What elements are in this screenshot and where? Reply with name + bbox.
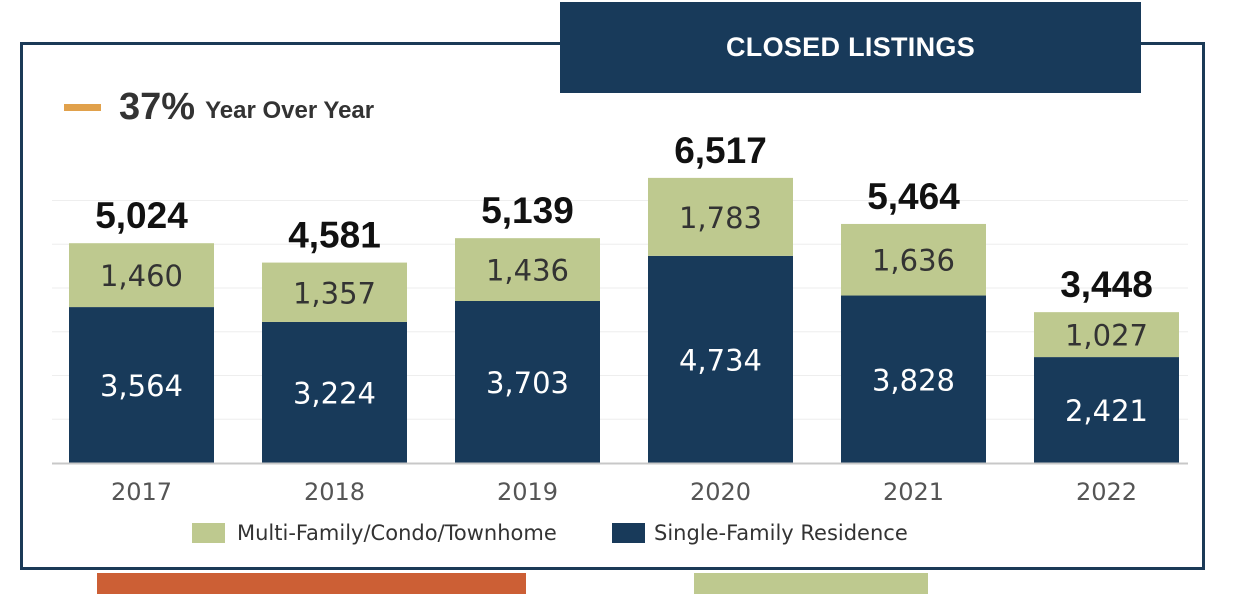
label-single-family-2022: 2,421 xyxy=(1065,394,1148,428)
bar-single-family-2021 xyxy=(841,295,986,463)
legend-swatch-single-family xyxy=(612,523,645,543)
yoy-indicator: 37% Year Over Year xyxy=(64,86,374,129)
bar-single-family-2018 xyxy=(262,321,407,463)
label-total-2020: 6,517 xyxy=(674,130,767,171)
bar-multi-family-2020 xyxy=(648,177,793,256)
bar-single-family-2022 xyxy=(1034,357,1179,463)
legend-label-single-family: Single-Family Residence xyxy=(654,521,908,545)
label-single-family-2020: 4,734 xyxy=(679,343,762,377)
label-multi-family-2017: 1,460 xyxy=(100,259,183,293)
bar-multi-family-2018 xyxy=(262,262,407,322)
label-total-2022: 3,448 xyxy=(1060,264,1153,305)
bar-multi-family-2021 xyxy=(841,223,986,296)
legend-label-multi-family: Multi-Family/Condo/Townhome xyxy=(237,521,557,545)
yoy-percent: 37% xyxy=(119,86,196,128)
label-single-family-2019: 3,703 xyxy=(486,366,569,400)
x-tick-label-2019: 2019 xyxy=(497,478,558,506)
bar-multi-family-2022 xyxy=(1034,312,1179,358)
title-banner: CLOSED LISTINGS xyxy=(560,2,1141,93)
label-multi-family-2022: 1,027 xyxy=(1065,319,1148,353)
bar-single-family-2017 xyxy=(69,307,214,463)
bottom-accent-strip-green xyxy=(694,573,928,594)
x-tick-label-2020: 2020 xyxy=(690,478,751,506)
yoy-label: Year Over Year xyxy=(205,96,375,124)
bar-multi-family-2019 xyxy=(455,238,600,301)
yoy-swatch xyxy=(64,104,101,111)
x-tick-label-2021: 2021 xyxy=(883,478,944,506)
label-multi-family-2018: 1,357 xyxy=(293,276,376,310)
chart-frame xyxy=(20,42,1205,570)
label-total-2017: 5,024 xyxy=(95,195,188,236)
label-total-2021: 5,464 xyxy=(867,176,960,217)
label-single-family-2017: 3,564 xyxy=(100,369,183,403)
label-total-2019: 5,139 xyxy=(481,190,574,231)
x-tick-label-2017: 2017 xyxy=(111,478,172,506)
label-total-2018: 4,581 xyxy=(288,215,381,256)
legend-swatch-multi-family xyxy=(192,523,225,543)
bottom-accent-strip-orange xyxy=(97,573,526,594)
chart-title: CLOSED LISTINGS xyxy=(725,32,976,62)
x-tick-label-2022: 2022 xyxy=(1076,478,1137,506)
label-single-family-2021: 3,828 xyxy=(872,363,955,397)
label-multi-family-2021: 1,636 xyxy=(872,244,955,278)
label-single-family-2018: 3,224 xyxy=(293,376,376,410)
label-multi-family-2020: 1,783 xyxy=(679,201,762,235)
bar-single-family-2020 xyxy=(648,255,793,463)
label-multi-family-2019: 1,436 xyxy=(486,254,569,288)
bar-single-family-2019 xyxy=(455,300,600,463)
bar-multi-family-2017 xyxy=(69,243,214,308)
x-tick-label-2018: 2018 xyxy=(304,478,365,506)
